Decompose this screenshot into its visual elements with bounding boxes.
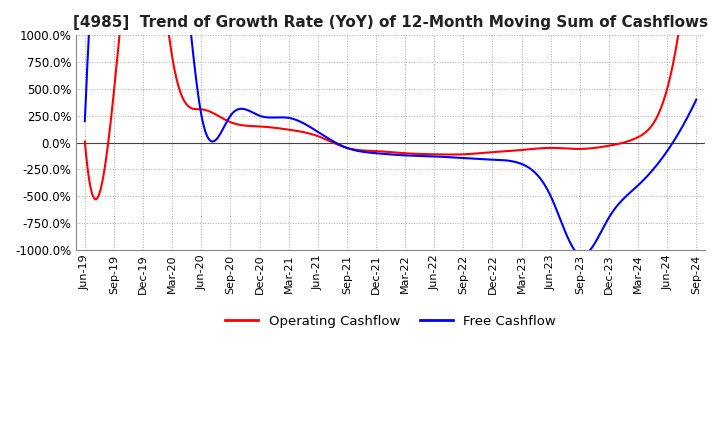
Legend: Operating Cashflow, Free Cashflow: Operating Cashflow, Free Cashflow — [220, 310, 562, 333]
Title: [4985]  Trend of Growth Rate (YoY) of 12-Month Moving Sum of Cashflows: [4985] Trend of Growth Rate (YoY) of 12-… — [73, 15, 708, 30]
